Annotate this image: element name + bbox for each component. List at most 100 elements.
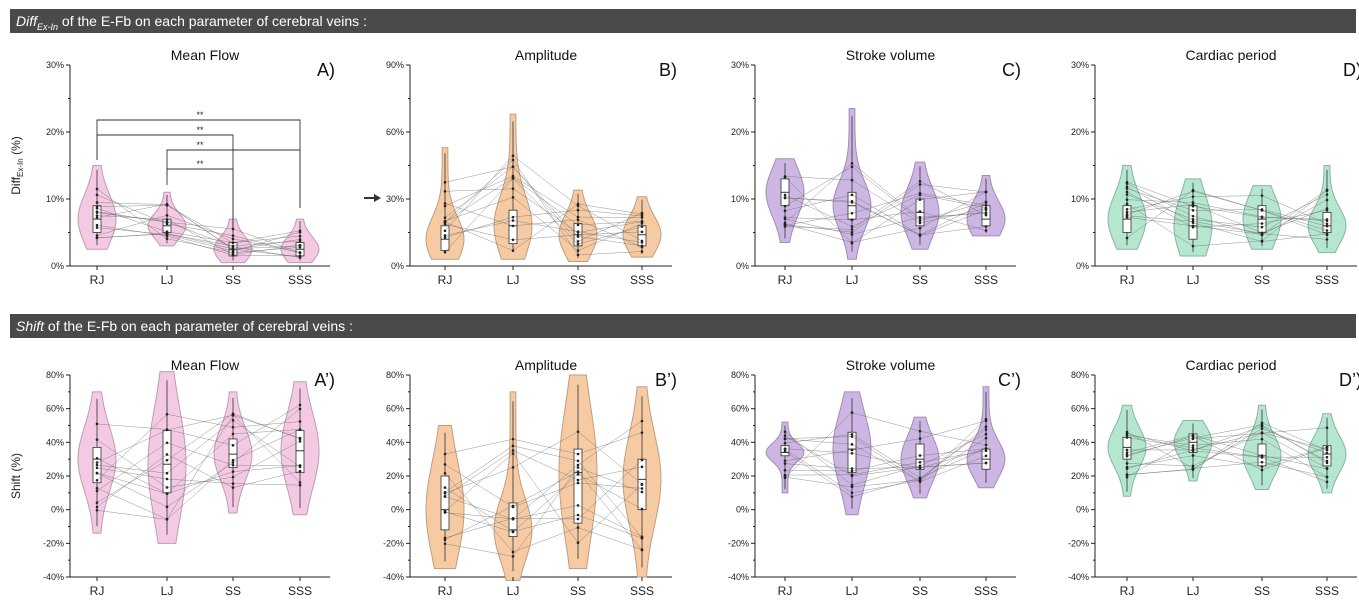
y-axis-label: DiffEx-In (%) bbox=[9, 136, 25, 194]
subject-line bbox=[577, 459, 643, 520]
subject-line bbox=[1192, 434, 1263, 456]
data-point bbox=[576, 235, 580, 238]
data-point bbox=[640, 548, 644, 551]
subject-line bbox=[166, 414, 234, 520]
data-point bbox=[918, 219, 922, 223]
data-point bbox=[640, 465, 644, 469]
data-point bbox=[1260, 465, 1264, 468]
data-point bbox=[1325, 208, 1329, 212]
subject-line bbox=[851, 462, 921, 476]
data-point bbox=[165, 486, 169, 489]
data-point bbox=[576, 202, 580, 206]
data-point bbox=[918, 234, 922, 237]
data-point bbox=[640, 214, 644, 218]
data-point bbox=[95, 438, 99, 441]
data-point bbox=[1125, 467, 1129, 470]
y-tick-label: 20% bbox=[1071, 127, 1089, 137]
subject-line bbox=[919, 201, 987, 221]
data-point bbox=[640, 431, 644, 434]
subject-line bbox=[919, 194, 987, 209]
panel-label: A) bbox=[317, 60, 335, 80]
y-axis-label: Shift (%) bbox=[9, 453, 23, 499]
subject-line bbox=[1261, 427, 1328, 434]
data-point bbox=[640, 250, 644, 253]
data-point bbox=[783, 437, 787, 440]
subject-line bbox=[166, 420, 234, 474]
y-tick-label: 60% bbox=[386, 127, 404, 137]
subject-line bbox=[512, 431, 579, 468]
subject-line bbox=[851, 466, 921, 469]
data-point bbox=[443, 542, 447, 546]
data-point bbox=[576, 473, 580, 476]
subject-line bbox=[444, 473, 514, 553]
x-tick-label: LJ bbox=[1187, 273, 1200, 287]
data-point bbox=[576, 249, 580, 252]
data-point bbox=[443, 202, 447, 205]
data-point bbox=[1125, 451, 1129, 454]
subject-line bbox=[232, 414, 301, 439]
data-point bbox=[850, 483, 854, 487]
data-point bbox=[1191, 434, 1195, 438]
significance-label: ** bbox=[196, 140, 204, 150]
data-point bbox=[1260, 427, 1264, 430]
data-point bbox=[1260, 225, 1264, 229]
data-point bbox=[640, 241, 644, 244]
data-point bbox=[984, 225, 988, 228]
subject-line bbox=[919, 184, 987, 193]
subject-line bbox=[444, 518, 514, 539]
subject-line bbox=[784, 224, 853, 233]
data-point bbox=[984, 436, 988, 440]
subject-line bbox=[784, 463, 853, 469]
data-point bbox=[511, 224, 515, 228]
data-point bbox=[298, 464, 302, 467]
data-point bbox=[850, 435, 854, 438]
subject-line bbox=[919, 448, 987, 469]
data-point bbox=[850, 228, 854, 231]
data-point bbox=[511, 187, 515, 190]
data-point bbox=[1125, 448, 1129, 452]
significance-label: ** bbox=[196, 110, 204, 120]
banner-text: of the E-Fb on each parameter of cerebra… bbox=[44, 318, 353, 334]
data-point bbox=[298, 469, 302, 473]
subject-line bbox=[512, 203, 579, 251]
data-point bbox=[850, 218, 854, 222]
data-point bbox=[984, 447, 988, 451]
subject-line bbox=[96, 203, 168, 218]
data-point bbox=[1260, 222, 1264, 225]
subject-line bbox=[232, 421, 301, 428]
data-point bbox=[984, 443, 988, 447]
subject-line bbox=[1192, 461, 1263, 469]
chart-title: Mean Flow bbox=[171, 357, 240, 373]
data-point bbox=[511, 466, 515, 469]
data-point bbox=[231, 432, 235, 436]
subject-line bbox=[512, 155, 579, 206]
data-point bbox=[576, 466, 580, 469]
x-tick-label: RJ bbox=[1120, 273, 1135, 287]
data-point bbox=[783, 475, 787, 479]
data-point bbox=[640, 483, 644, 486]
data-point bbox=[165, 237, 169, 240]
data-point bbox=[783, 430, 787, 434]
subject-line bbox=[1126, 183, 1194, 217]
data-point bbox=[576, 478, 580, 482]
subject-line bbox=[96, 205, 168, 207]
data-point bbox=[298, 255, 302, 259]
data-point bbox=[783, 217, 787, 221]
y-tick-label: 60% bbox=[386, 404, 404, 414]
data-point bbox=[850, 225, 854, 228]
subject-line bbox=[919, 429, 987, 479]
subject-line bbox=[784, 213, 853, 226]
subject-line bbox=[96, 429, 168, 463]
x-tick-label: SSS bbox=[288, 584, 312, 598]
subject-line bbox=[444, 188, 514, 192]
data-point bbox=[783, 447, 787, 451]
y-tick-label: 40% bbox=[731, 437, 749, 447]
subject-line bbox=[577, 514, 643, 539]
data-point bbox=[165, 232, 169, 235]
subject-line bbox=[1126, 433, 1194, 452]
data-point bbox=[95, 236, 99, 240]
subject-line bbox=[444, 166, 514, 218]
data-point bbox=[511, 452, 515, 455]
data-point bbox=[1325, 480, 1329, 484]
subject-line bbox=[851, 452, 921, 469]
